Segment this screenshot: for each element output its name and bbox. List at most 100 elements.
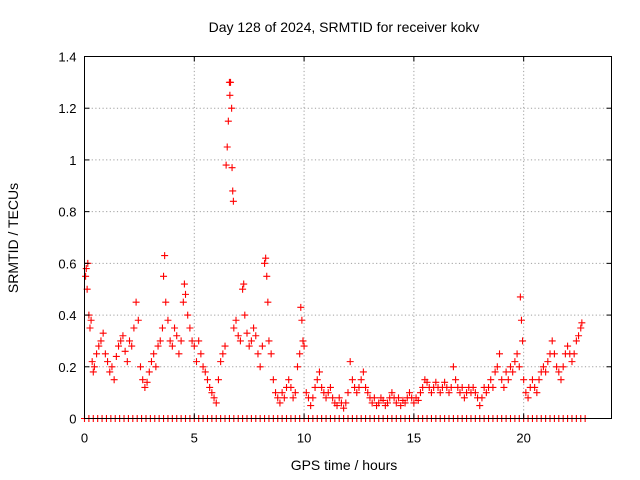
data-point bbox=[241, 311, 249, 319]
data-point bbox=[158, 324, 166, 332]
data-point bbox=[267, 350, 275, 358]
data-point bbox=[570, 350, 578, 358]
data-point bbox=[291, 389, 299, 397]
x-tick-label: 5 bbox=[191, 431, 198, 446]
data-point bbox=[322, 394, 330, 402]
data-point bbox=[555, 368, 563, 376]
data-point bbox=[298, 316, 306, 324]
data-point bbox=[121, 347, 129, 355]
data-point bbox=[214, 376, 222, 384]
data-point bbox=[395, 394, 403, 402]
data-point bbox=[340, 404, 348, 412]
data-point bbox=[280, 394, 288, 402]
data-point bbox=[228, 164, 236, 172]
data-point bbox=[234, 332, 242, 340]
data-point bbox=[132, 298, 140, 306]
data-point bbox=[147, 358, 155, 366]
y-tick-label: 0.6 bbox=[58, 256, 76, 271]
data-point bbox=[210, 394, 218, 402]
data-point bbox=[533, 389, 541, 397]
data-point bbox=[471, 389, 479, 397]
data-point bbox=[502, 368, 510, 376]
data-point bbox=[300, 342, 308, 350]
data-point bbox=[206, 383, 214, 391]
data-point bbox=[274, 394, 282, 402]
data-point bbox=[445, 389, 453, 397]
data-point bbox=[515, 363, 523, 371]
data-point bbox=[449, 363, 457, 371]
data-point bbox=[368, 399, 376, 407]
data-point bbox=[258, 342, 266, 350]
data-point bbox=[90, 363, 98, 371]
data-point bbox=[287, 383, 295, 391]
data-point bbox=[293, 363, 301, 371]
plot-frame bbox=[84, 56, 612, 419]
data-point bbox=[553, 363, 561, 371]
data-point bbox=[227, 78, 235, 86]
data-point bbox=[232, 316, 240, 324]
data-point bbox=[572, 337, 580, 345]
data-point bbox=[93, 350, 101, 358]
data-point bbox=[156, 337, 164, 345]
data-point bbox=[520, 376, 528, 384]
data-point bbox=[184, 311, 192, 319]
data-point bbox=[318, 383, 326, 391]
data-point bbox=[522, 389, 530, 397]
data-point bbox=[203, 376, 211, 384]
data-point bbox=[182, 290, 190, 298]
data-point bbox=[265, 337, 273, 345]
data-point bbox=[313, 376, 321, 384]
data-point bbox=[513, 350, 521, 358]
data-point bbox=[482, 389, 490, 397]
data-point bbox=[276, 399, 284, 407]
data-point bbox=[115, 342, 123, 350]
data-point bbox=[342, 399, 350, 407]
data-point bbox=[224, 117, 232, 125]
data-point bbox=[419, 383, 427, 391]
data-point bbox=[269, 376, 277, 384]
data-point bbox=[272, 389, 280, 397]
data-point bbox=[344, 389, 352, 397]
data-point bbox=[359, 368, 367, 376]
data-point bbox=[143, 378, 151, 386]
data-point bbox=[134, 316, 142, 324]
data-point bbox=[217, 358, 225, 366]
data-point bbox=[222, 161, 230, 169]
data-point bbox=[223, 143, 231, 151]
x-tick-labels: 0 5 10 15 20 bbox=[81, 431, 531, 446]
axis-ticks bbox=[84, 56, 612, 419]
data-point bbox=[548, 337, 556, 345]
x-tick-label: 20 bbox=[516, 431, 530, 446]
data-point bbox=[309, 394, 317, 402]
data-point bbox=[315, 368, 323, 376]
data-point bbox=[177, 337, 185, 345]
data-point bbox=[575, 332, 583, 340]
data-point bbox=[199, 363, 207, 371]
data-point bbox=[346, 358, 354, 366]
data-point bbox=[186, 324, 194, 332]
y-tick-label: 0.8 bbox=[58, 205, 76, 220]
data-point bbox=[95, 342, 103, 350]
data-point bbox=[154, 342, 162, 350]
data-points bbox=[81, 78, 589, 422]
data-point bbox=[384, 399, 392, 407]
x-axis-label: GPS time / hours bbox=[291, 457, 398, 473]
data-point bbox=[509, 368, 517, 376]
data-point bbox=[108, 363, 116, 371]
data-point bbox=[289, 394, 297, 402]
data-point bbox=[150, 350, 158, 358]
data-point bbox=[564, 342, 572, 350]
data-point bbox=[333, 402, 341, 410]
data-point bbox=[201, 368, 209, 376]
data-point bbox=[229, 197, 237, 205]
data-point bbox=[348, 376, 356, 384]
y-tick-label: 0 bbox=[69, 412, 76, 427]
data-point bbox=[401, 399, 409, 407]
data-point bbox=[278, 389, 286, 397]
data-point bbox=[370, 394, 378, 402]
data-point bbox=[311, 383, 319, 391]
data-point bbox=[460, 394, 468, 402]
data-point bbox=[250, 324, 258, 332]
data-point bbox=[531, 383, 539, 391]
data-point bbox=[164, 316, 172, 324]
